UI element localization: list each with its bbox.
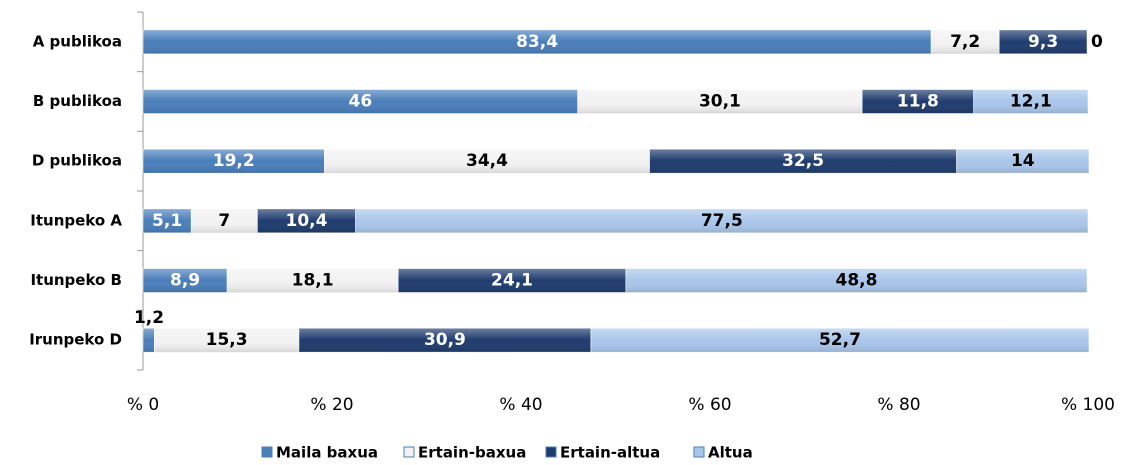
legend-label: Ertain-baxua <box>418 444 526 462</box>
value-label: 5,1 <box>152 211 182 231</box>
value-label: 77,5 <box>701 211 743 231</box>
value-label: 7,2 <box>950 32 980 52</box>
legend-swatch <box>693 446 705 458</box>
value-label: 1,2 <box>134 308 164 328</box>
legend-swatch <box>403 446 415 458</box>
y-tick-label: A publikoa <box>33 32 122 50</box>
value-label: 0 <box>1091 32 1103 52</box>
value-label: 12,1 <box>1010 92 1052 112</box>
x-tick-label: % 40 <box>499 395 542 415</box>
bar-segment <box>142 327 155 353</box>
x-tick-label: % 0 <box>127 395 159 415</box>
value-label: 48,8 <box>835 271 877 291</box>
legend-swatch <box>261 446 273 458</box>
value-label: 30,1 <box>699 92 741 112</box>
value-label: 34,4 <box>466 151 508 171</box>
value-label: 46 <box>349 92 373 112</box>
value-label: 11,8 <box>897 92 939 112</box>
value-label: 15,3 <box>206 330 248 350</box>
x-tick-label: % 60 <box>688 395 731 415</box>
legend-label: Maila baxua <box>276 444 378 462</box>
y-tick-label: Itunpeko B <box>30 271 122 289</box>
y-tick-label: D publikoa <box>32 152 122 170</box>
value-label: 32,5 <box>782 151 824 171</box>
value-label: 8,9 <box>170 271 200 291</box>
legend-label: Altua <box>708 444 753 462</box>
x-tick-label: % 80 <box>877 395 920 415</box>
value-label: 9,3 <box>1028 32 1058 52</box>
value-label: 24,1 <box>491 271 533 291</box>
value-label: 7 <box>218 211 230 231</box>
y-tick-label: Irunpeko D <box>29 331 122 349</box>
legend-swatch <box>545 446 557 458</box>
value-label: 52,7 <box>819 330 861 350</box>
x-tick-label: % 100 <box>1061 395 1115 415</box>
y-tick-label: Itunpeko A <box>30 211 122 229</box>
value-label: 19,2 <box>213 151 255 171</box>
x-tick-label: % 20 <box>310 395 353 415</box>
y-tick-label: B publikoa <box>33 92 122 110</box>
legend-label: Ertain-altua <box>560 444 660 462</box>
value-label: 10,4 <box>286 211 328 231</box>
value-label: 30,9 <box>424 330 466 350</box>
value-label: 83,4 <box>516 32 558 52</box>
value-label: 18,1 <box>292 271 334 291</box>
value-label: 14 <box>1011 151 1035 171</box>
